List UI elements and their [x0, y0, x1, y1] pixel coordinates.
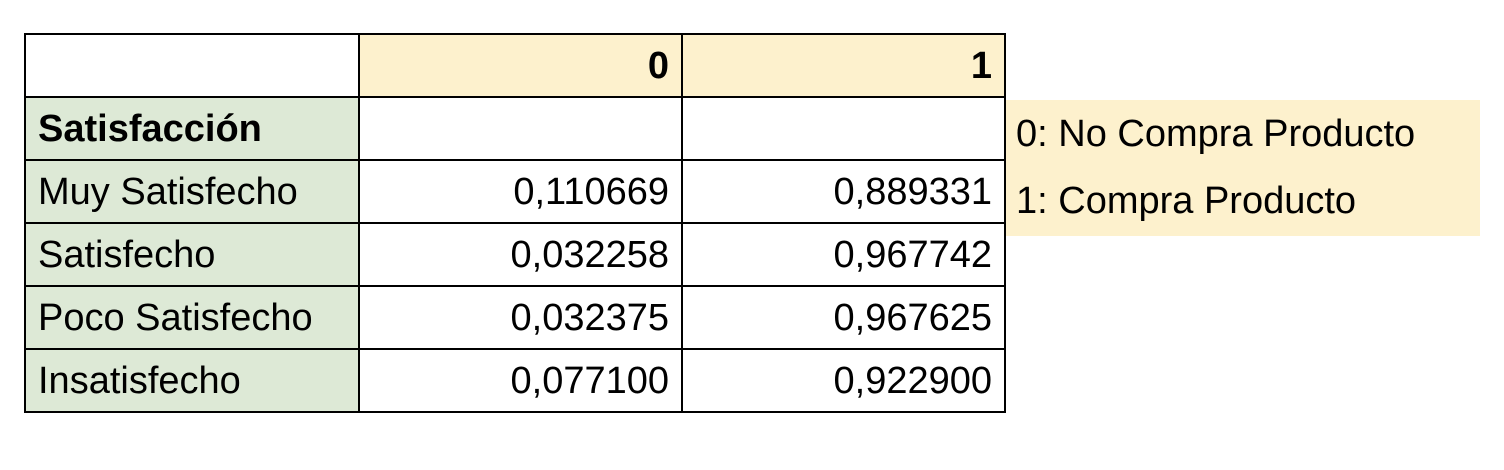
table-row: Insatisfecho 0,077100 0,922900	[24, 348, 1006, 413]
value-cell-0[interactable]: 0,032375	[358, 285, 683, 350]
probability-table: 0 1 Satisfacción Muy Satisfecho 0,110669…	[24, 33, 1006, 413]
value-cell-0[interactable]: 0,110669	[358, 159, 683, 224]
section-label-cell[interactable]: Satisfacción	[24, 96, 360, 161]
value-cell-1[interactable]: 0,967742	[681, 222, 1006, 287]
table-row: Satisfecho 0,032258 0,967742	[24, 222, 1006, 287]
row-label-cell[interactable]: Muy Satisfecho	[24, 159, 360, 224]
value-cell-0[interactable]: 0,077100	[358, 348, 683, 413]
value-cell-1[interactable]: 0,889331	[681, 159, 1006, 224]
table-row: Poco Satisfecho 0,032375 0,967625	[24, 285, 1006, 350]
row-label-cell[interactable]: Satisfecho	[24, 222, 360, 287]
legend-line-no-compra[interactable]: 0: No Compra Producto	[1016, 113, 1416, 155]
corner-cell[interactable]	[24, 33, 360, 98]
column-header-0[interactable]: 0	[358, 33, 683, 98]
legend-line-compra[interactable]: 1: Compra Producto	[1016, 180, 1357, 222]
empty-cell[interactable]	[681, 96, 1006, 161]
legend-box: 0: No Compra Producto 1: Compra Producto	[1006, 100, 1480, 236]
value-cell-1[interactable]: 0,922900	[681, 348, 1006, 413]
empty-cell[interactable]	[358, 96, 683, 161]
table-row: Muy Satisfecho 0,110669 0,889331	[24, 159, 1006, 224]
value-cell-0[interactable]: 0,032258	[358, 222, 683, 287]
column-header-1[interactable]: 1	[681, 33, 1006, 98]
section-row: Satisfacción	[24, 96, 1006, 161]
row-label-cell[interactable]: Insatisfecho	[24, 348, 360, 413]
value-cell-1[interactable]: 0,967625	[681, 285, 1006, 350]
row-label-cell[interactable]: Poco Satisfecho	[24, 285, 360, 350]
header-row: 0 1	[24, 33, 1006, 98]
